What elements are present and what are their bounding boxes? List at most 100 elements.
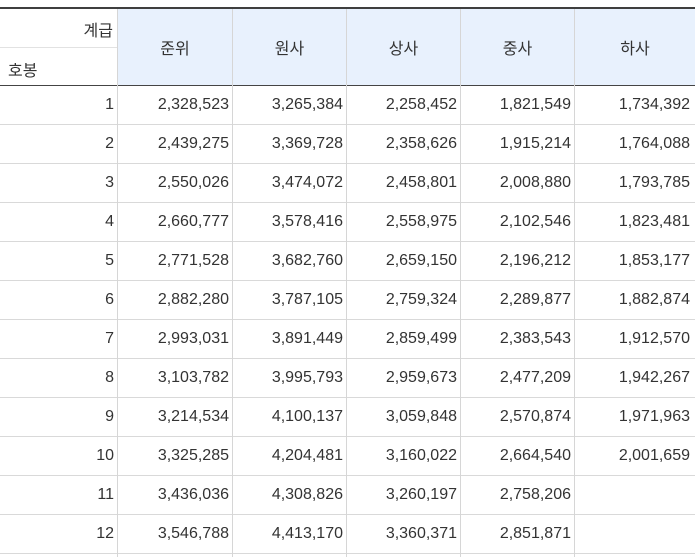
table-row: 1 2,328,523 3,265,384 2,258,452 1,821,549 1,7… [0,86,695,125]
salary-cell: 3,059,848 [385,408,457,425]
column-divider [574,9,575,557]
salary-cell: 1,764,088 [618,135,690,152]
salary-cell: 2,759,324 [385,291,457,308]
salary-cell [575,515,693,553]
table-row: 11 3,436,036 4,308,826 3,260,197 2,758,206 [0,476,695,515]
table-row: 12 3,546,788 4,413,170 3,360,371 2,851,871 [0,515,695,554]
step-cell: 3 [105,174,114,191]
step-cell: 8 [105,369,114,386]
salary-cell: 3,160,022 [385,447,457,464]
column-header-warrant-officer: 준위 [118,9,232,85]
table-row: 9 3,214,534 4,100,137 3,059,848 2,570,874 1,9… [0,398,695,437]
salary-cell: 2,959,673 [385,369,457,386]
table-row: 6 2,882,280 3,787,105 2,759,324 2,289,877 1,8… [0,281,695,320]
salary-cell: 3,436,036 [157,486,229,503]
table-row: 7 2,993,031 3,891,449 2,859,499 2,383,543 1,9… [0,320,695,359]
table-row: 8 3,103,782 3,995,793 2,959,673 2,477,209 1,9… [0,359,695,398]
column-header-staff-sergeant: 중사 [461,9,574,85]
corner-step-label: 호봉 [8,61,38,80]
header-bottom-border [0,85,695,86]
column-divider [232,9,233,557]
salary-cell: 4,308,826 [271,486,343,503]
corner-divider [0,47,117,48]
salary-cell [575,476,693,514]
salary-cell: 2,660,777 [157,213,229,230]
salary-cell: 1,793,785 [618,174,690,191]
salary-cell: 2,008,880 [499,174,571,191]
salary-cell: 2,001,659 [618,447,690,464]
column-header-sergeant: 하사 [575,9,695,85]
table-row: 10 3,325,285 4,204,481 3,160,022 2,664,540 2,… [0,437,695,476]
salary-cell: 3,682,760 [271,252,343,269]
salary-cell: 2,550,026 [157,174,229,191]
salary-cell: 3,214,534 [157,408,229,425]
column-header-master-sergeant: 원사 [233,9,346,85]
salary-cell: 3,578,416 [271,213,343,230]
table-top-border [0,7,695,9]
corner-header-cell: 계급 호봉 [0,9,117,85]
salary-cell: 3,360,371 [385,525,457,542]
salary-cell: 1,823,481 [618,213,690,230]
salary-cell: 2,851,871 [499,525,571,542]
salary-cell: 2,477,209 [499,369,571,386]
salary-cell: 1,942,267 [618,369,690,386]
salary-cell: 3,325,285 [157,447,229,464]
salary-cell: 1,734,392 [618,96,690,113]
salary-cell: 2,289,877 [499,291,571,308]
salary-cell: 2,570,874 [499,408,571,425]
salary-cell: 2,196,212 [499,252,571,269]
salary-cell: 2,383,543 [499,330,571,347]
salary-cell: 3,787,105 [271,291,343,308]
salary-cell: 1,915,214 [499,135,571,152]
step-cell: 11 [97,486,114,503]
salary-cell: 1,971,963 [618,408,690,425]
salary-cell: 4,100,137 [271,408,343,425]
table-row: 3 2,550,026 3,474,072 2,458,801 2,008,880 1,7… [0,164,695,203]
salary-cell: 2,102,546 [499,213,571,230]
step-cell: 2 [105,135,114,152]
salary-cell: 4,204,481 [271,447,343,464]
salary-cell: 2,664,540 [499,447,571,464]
salary-cell: 3,369,728 [271,135,343,152]
column-divider [460,9,461,557]
salary-cell: 2,258,452 [385,96,457,113]
step-cell: 4 [105,213,114,230]
step-cell: 10 [96,447,114,464]
salary-cell: 3,260,197 [385,486,457,503]
column-header-sergeant-first-class: 상사 [347,9,460,85]
step-cell: 9 [105,408,114,425]
salary-cell: 2,882,280 [157,291,229,308]
salary-cell: 2,659,150 [385,252,457,269]
salary-cell: 1,912,570 [618,330,690,347]
step-cell: 1 [105,96,114,113]
salary-cell: 2,758,206 [499,486,571,503]
salary-cell: 2,993,031 [157,330,229,347]
salary-cell: 2,439,275 [157,135,229,152]
salary-cell: 3,265,384 [271,96,343,113]
column-divider [117,9,118,557]
salary-cell: 3,546,788 [157,525,229,542]
column-divider [346,9,347,557]
step-cell: 12 [96,525,114,542]
salary-cell: 2,771,528 [157,252,229,269]
step-cell: 7 [105,330,114,347]
salary-cell: 2,458,801 [385,174,457,191]
salary-cell: 3,995,793 [271,369,343,386]
salary-cell: 3,891,449 [271,330,343,347]
table-row: 2 2,439,275 3,369,728 2,358,626 1,915,214 1,7… [0,125,695,164]
salary-cell: 1,853,177 [618,252,690,269]
salary-cell: 2,558,975 [385,213,457,230]
salary-cell: 2,328,523 [157,96,229,113]
salary-cell: 2,358,626 [385,135,457,152]
salary-cell: 3,103,782 [157,369,229,386]
salary-cell: 4,413,170 [271,525,343,542]
corner-grade-label: 계급 [83,21,113,40]
table-row: 5 2,771,528 3,682,760 2,659,150 2,196,212 1,8… [0,242,695,281]
salary-cell: 1,882,874 [618,291,690,308]
table-row: 4 2,660,777 3,578,416 2,558,975 2,102,546 1,8… [0,203,695,242]
step-cell: 6 [105,291,114,308]
salary-cell: 2,859,499 [385,330,457,347]
salary-cell: 1,821,549 [499,96,571,113]
step-cell: 5 [105,252,114,269]
salary-cell: 3,474,072 [271,174,343,191]
